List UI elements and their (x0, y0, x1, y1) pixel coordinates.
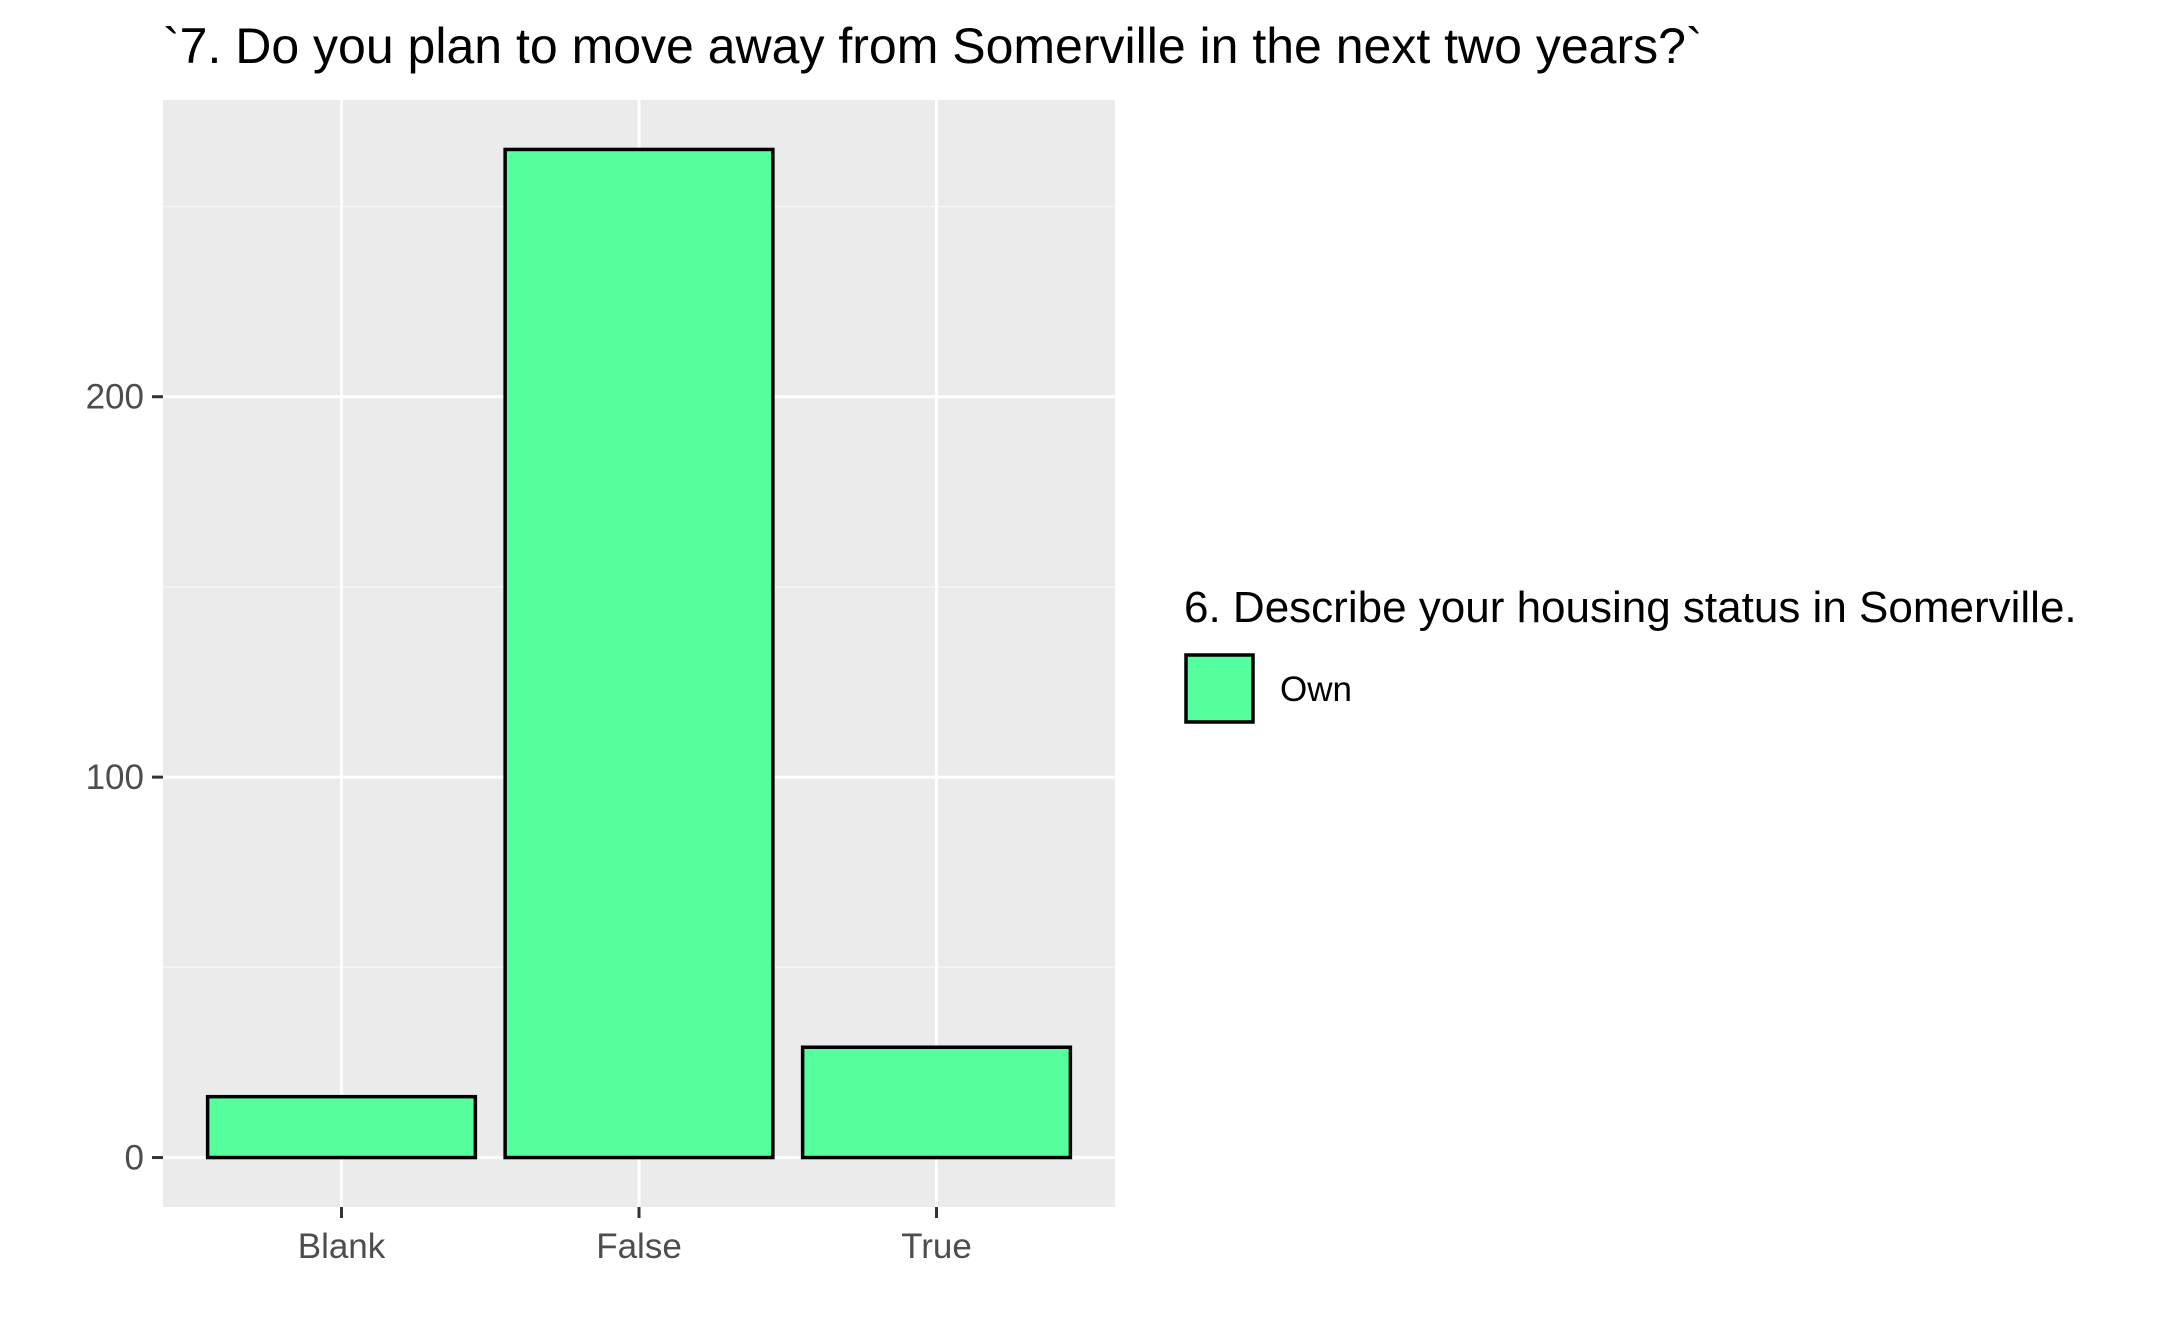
x-tick-label: True (901, 1227, 972, 1266)
y-tick-label: 0 (125, 1139, 144, 1178)
bar-blank (205, 1094, 478, 1160)
legend: 6. Describe your housing status in Somer… (1184, 583, 2077, 724)
y-tick-label: 200 (86, 378, 144, 417)
legend-entries: Own (1184, 653, 1352, 724)
bar-false (503, 147, 775, 1160)
legend-label: Own (1280, 670, 1352, 709)
chart-title: `7. Do you plan to move away from Somerv… (163, 18, 1703, 74)
axes: 0 100 200 Blank False True (86, 378, 972, 1266)
x-tick-label: Blank (298, 1227, 386, 1266)
legend-key (1184, 653, 1255, 724)
bar-true (800, 1045, 1073, 1160)
bars (205, 147, 1073, 1160)
x-tick-label: False (596, 1227, 682, 1266)
legend-title: 6. Describe your housing status in Somer… (1184, 583, 2077, 632)
y-tick-label: 100 (86, 758, 144, 797)
